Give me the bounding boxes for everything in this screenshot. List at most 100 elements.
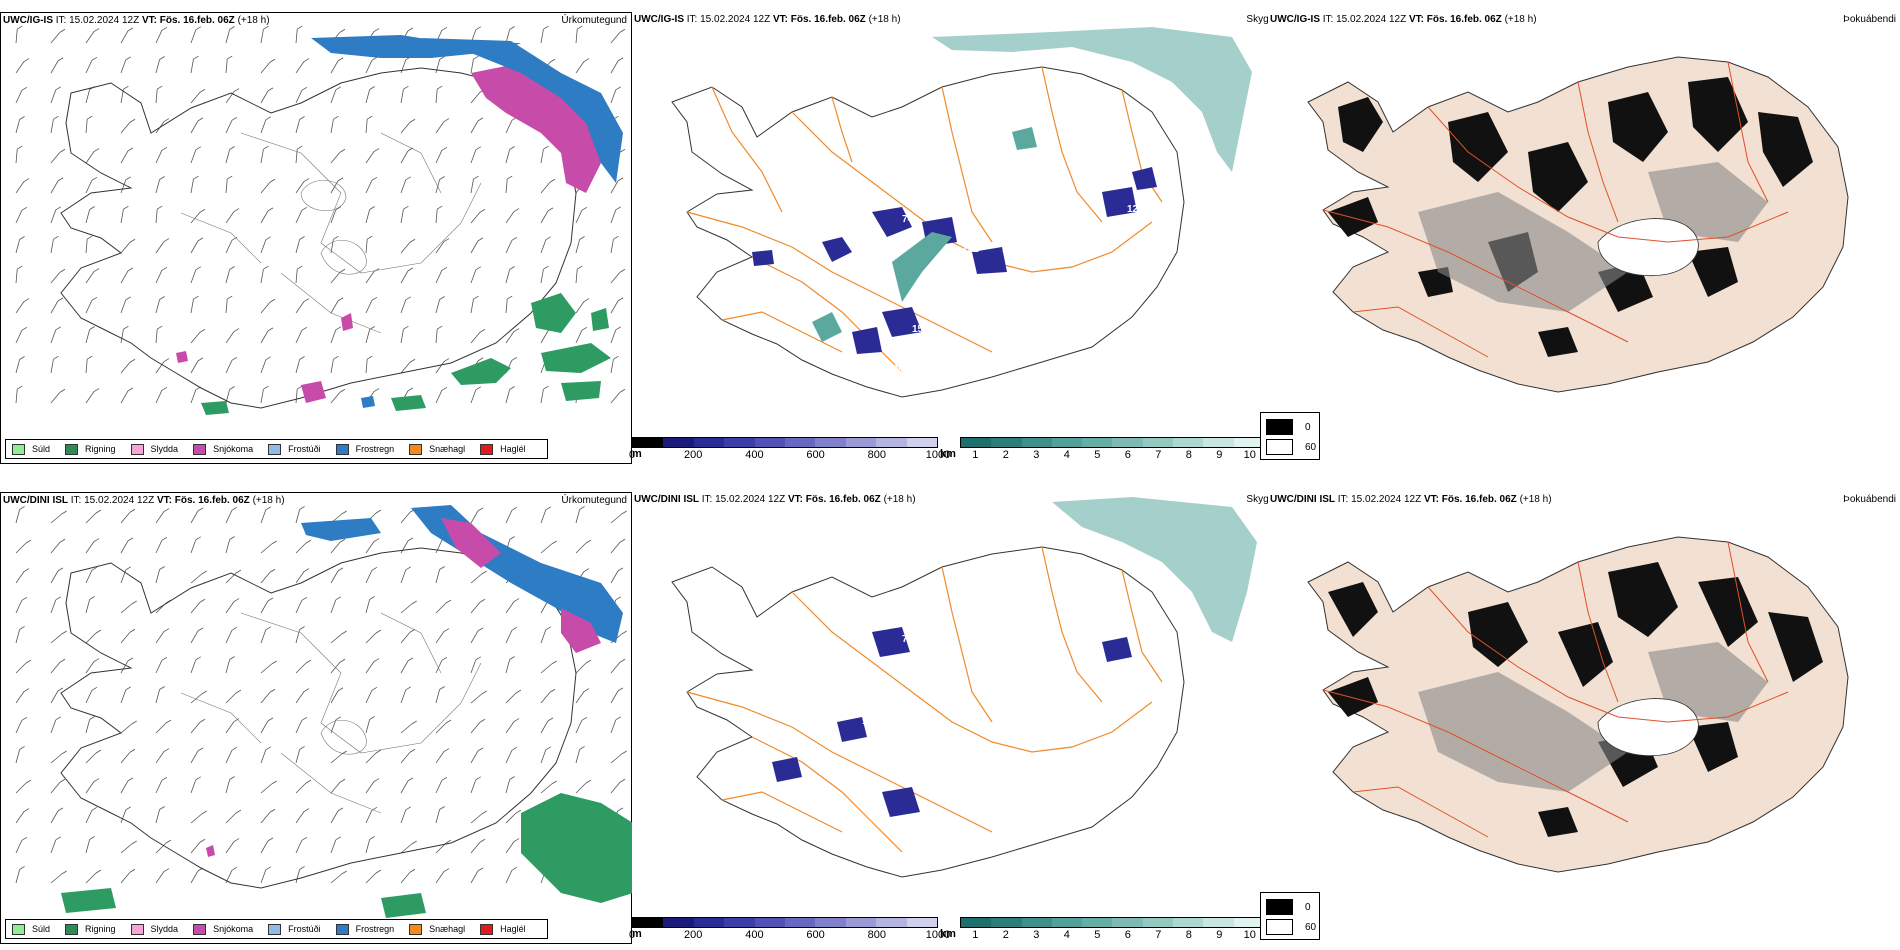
- wind-barb-tick: [407, 777, 414, 782]
- valid-time: VT: Fös. 16.feb. 06Z: [141, 15, 235, 26]
- wind-barb: [330, 782, 341, 794]
- wind-barb: [190, 510, 199, 524]
- wind-barb: [365, 359, 368, 374]
- wind-barb: [155, 842, 167, 854]
- wind-barb: [15, 509, 21, 524]
- wind-barb: [85, 209, 91, 224]
- wind-barb: [15, 90, 23, 104]
- wind-barb-tick: [301, 716, 308, 721]
- wind-barb-tick: [21, 596, 28, 601]
- wind-barb: [225, 149, 231, 164]
- wind-barb: [400, 632, 411, 644]
- lead-time: (+18 h): [868, 14, 901, 25]
- colorbar-step: [1142, 918, 1174, 927]
- wind-barb: [295, 691, 305, 704]
- wind-barb: [225, 779, 231, 794]
- wind-barb: [50, 782, 61, 794]
- wind-barb: [190, 269, 197, 284]
- wind-barb-tick: [159, 566, 165, 570]
- wind-barb-tick: [443, 628, 450, 632]
- wind-barb: [50, 513, 62, 524]
- wind-barb-tick: [333, 115, 339, 120]
- wind-barb: [260, 90, 269, 104]
- wind-barb: [260, 812, 271, 824]
- issue-time: IT: 15.02.2024 12Z: [70, 495, 155, 506]
- wind-barb-tick: [231, 746, 238, 751]
- wind-barb-tick: [473, 295, 479, 300]
- inland-contours: [180, 132, 482, 334]
- wind-barb: [610, 719, 617, 734]
- colorbar-step: [1051, 918, 1083, 927]
- wind-barb: [120, 390, 129, 404]
- wind-barb: [295, 571, 305, 584]
- wind-barb: [470, 149, 477, 164]
- visibility-value-label: 98: [872, 354, 884, 365]
- wind-barb-tick: [123, 205, 129, 210]
- wind-barb: [50, 570, 59, 584]
- wind-barb-tick: [477, 507, 484, 512]
- colorbar-step: [961, 438, 992, 447]
- wind-barb: [155, 390, 163, 404]
- wind-barb-tick: [127, 537, 134, 542]
- wind-barb-tick: [87, 115, 93, 120]
- wind-barb: [505, 331, 515, 344]
- legend-label: Haglél: [500, 924, 526, 934]
- lead-time: (+18 h): [1519, 494, 1552, 505]
- model-label: UWC/IG-IS: [3, 15, 53, 26]
- visibility-colorbar-km: 1 2 3 4 5 6 7 8 9 10 km: [940, 437, 1265, 462]
- wind-barb-tick: [231, 626, 238, 631]
- model-label: UWC/IG-IS: [1270, 14, 1320, 25]
- wind-barb: [155, 179, 161, 194]
- wind-barb-tick: [439, 566, 445, 570]
- wind-barb: [610, 180, 619, 194]
- wind-barb: [400, 209, 404, 224]
- wind-barb: [190, 842, 201, 854]
- wind-barb-tick: [19, 116, 25, 120]
- wind-barb: [85, 239, 88, 254]
- wind-barb: [400, 150, 409, 164]
- wind-barb: [260, 389, 264, 404]
- wind-barb-tick: [585, 539, 592, 544]
- wind-barb-tick: [437, 205, 443, 210]
- wind-barb-tick: [93, 388, 100, 392]
- wind-barb-tick: [127, 657, 134, 662]
- wind-barb: [400, 512, 411, 524]
- wind-barb-tick: [23, 178, 30, 182]
- wind-barb: [435, 660, 443, 674]
- wind-barb-tick: [229, 266, 235, 270]
- colorbar-m-strip: [632, 437, 938, 448]
- wind-barb-tick: [55, 596, 61, 601]
- wind-barb-tick: [545, 236, 551, 241]
- wind-barb: [575, 210, 583, 224]
- wind-barb-tick: [551, 540, 557, 545]
- wind-barb-tick: [301, 86, 308, 91]
- wind-barb-tick: [195, 536, 201, 541]
- wind-barb-tick: [271, 780, 277, 785]
- wind-barb: [505, 870, 513, 884]
- wind-barb-tick: [125, 56, 131, 61]
- wind-barb: [540, 182, 551, 194]
- wind-barb-tick: [89, 836, 95, 840]
- legend-item-rigning: Rigning: [65, 923, 116, 935]
- teal-patches: [812, 127, 1037, 342]
- precip-map-1: [15, 25, 626, 415]
- unit-m: m: [632, 448, 642, 460]
- wind-barb: [50, 300, 59, 314]
- wind-barb: [470, 779, 477, 794]
- wind-barb: [400, 299, 407, 314]
- colorbar-tick-label: 3: [1033, 449, 1040, 461]
- wind-barb: [435, 299, 441, 314]
- wind-barb: [190, 389, 197, 404]
- legend-item-slydda: Slydda: [130, 443, 178, 455]
- wind-barb: [610, 690, 619, 704]
- wind-barb: [365, 329, 371, 344]
- wind-barb: [470, 212, 481, 224]
- wind-barb: [365, 781, 375, 794]
- wind-barb-tick: [335, 596, 341, 601]
- wind-barb: [120, 603, 132, 614]
- roads: [686, 546, 1163, 853]
- wind-barb: [470, 59, 474, 74]
- wind-barb-tick: [19, 236, 25, 240]
- colorbar-step: [663, 918, 694, 927]
- lead-time: (+18 h): [1504, 14, 1537, 25]
